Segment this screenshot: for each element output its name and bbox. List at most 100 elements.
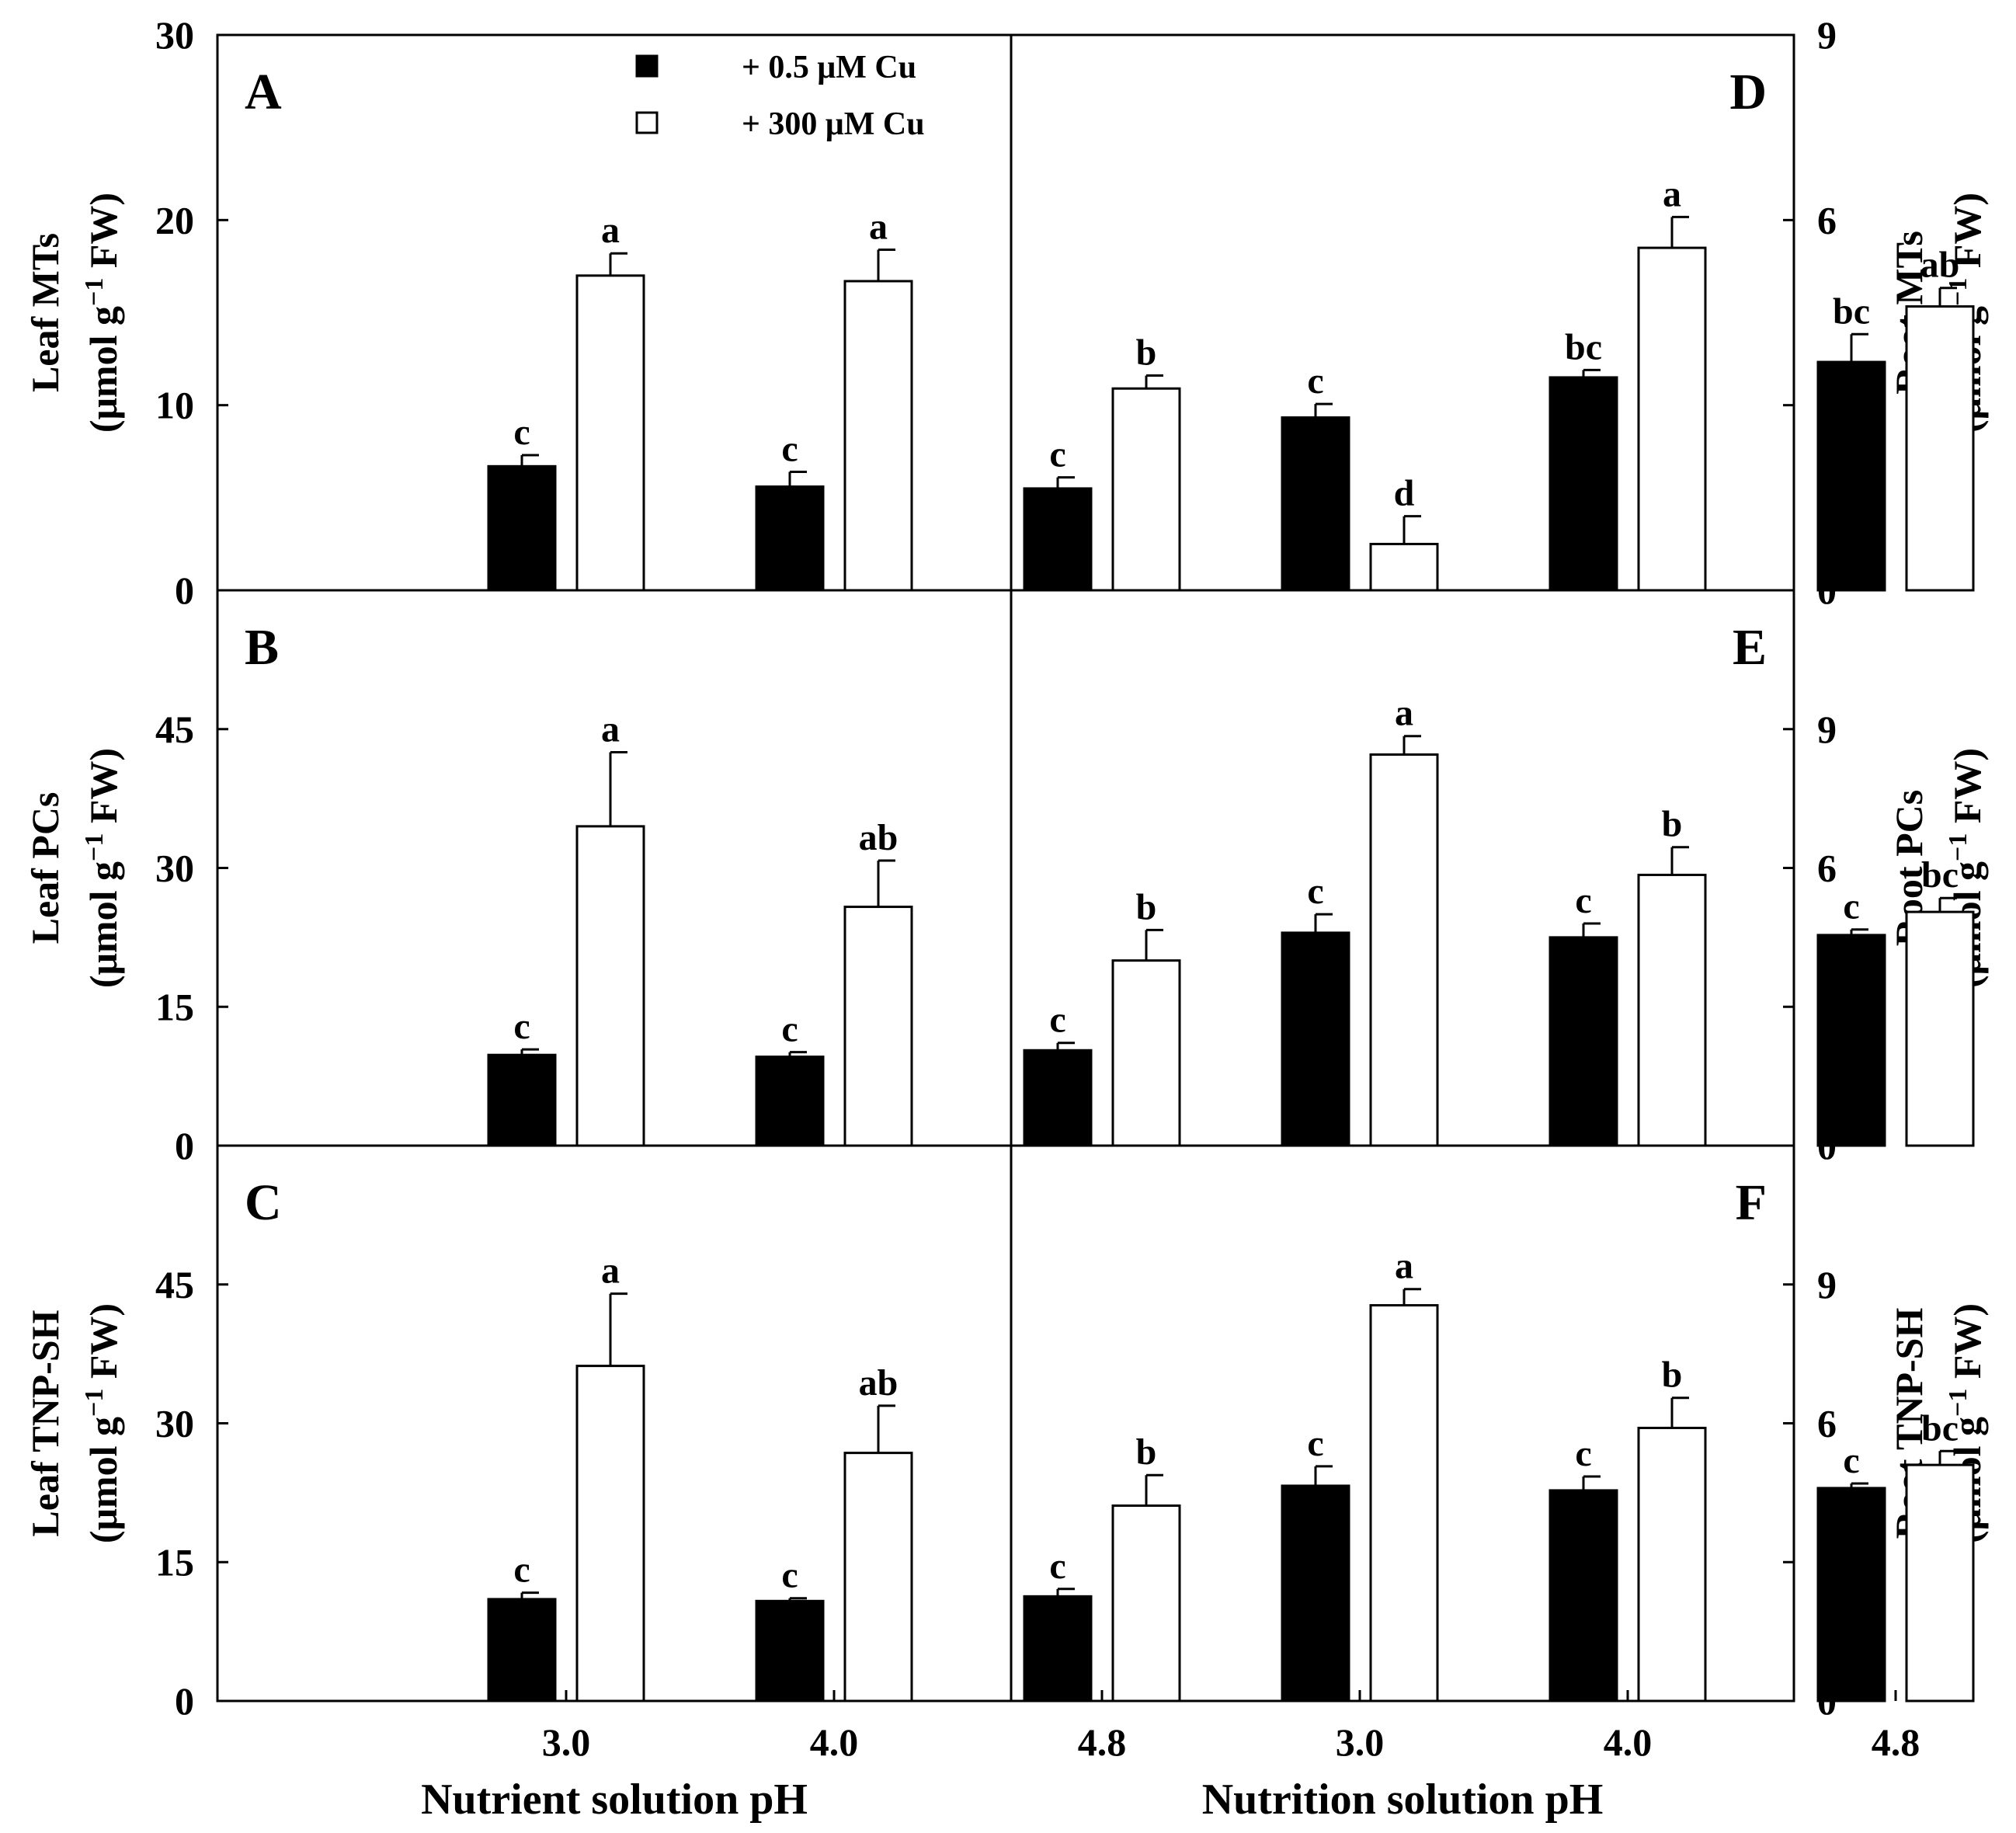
bar	[755, 1056, 825, 1147]
significance-letter: c	[513, 1006, 530, 1047]
significance-letter: b	[1662, 804, 1683, 845]
significance-letter: a	[1663, 173, 1681, 214]
significance-letter: ab	[859, 1362, 899, 1403]
significance-letter: b	[1136, 332, 1157, 374]
bar	[1023, 1049, 1093, 1147]
bar	[487, 1053, 557, 1147]
panel-b: 0 15 30 45 B Leaf PCs (μmol g−1 FW) c a c ab c b	[23, 619, 1181, 1167]
y-tick-label-b: 0	[175, 1124, 194, 1167]
bar	[487, 464, 557, 592]
y-axis-title-b: Leaf PCs	[23, 792, 67, 944]
bar	[1281, 931, 1350, 1147]
x-axis-title-left: Nutrient solution pH	[421, 1776, 808, 1824]
y-tick-label-a: 10	[155, 384, 194, 427]
y-axis-title-c: Leaf TNP-SH	[23, 1310, 67, 1536]
bar	[1369, 1304, 1439, 1703]
bar	[1281, 416, 1350, 592]
significance-letter: d	[1394, 473, 1415, 514]
bar	[1369, 753, 1439, 1147]
bar	[1548, 376, 1618, 592]
y-tick-label-c: 15	[155, 1540, 194, 1584]
significance-letter: c	[1049, 1546, 1065, 1587]
panel-f: 0369FRoot TNP-SH(μmol g−1 FW)ca3.0cb4.0c…	[1281, 1174, 1989, 1764]
significance-letter: c	[513, 1550, 530, 1591]
bar	[1111, 1504, 1181, 1703]
y-axis-unit-a: (μmol g−1 FW)	[80, 193, 125, 433]
y-tick-label-a: 20	[155, 198, 194, 242]
significance-letter: a	[1395, 693, 1413, 734]
y-axis-unit-c: (μmol g−1 FW)	[80, 1303, 125, 1543]
y-tick-label-a: 0	[175, 569, 194, 612]
y-tick-label-d: 6	[1817, 198, 1837, 242]
significance-letter: b	[1136, 886, 1157, 927]
bar	[843, 280, 913, 592]
y-tick-label-a: 30	[155, 13, 194, 57]
legend-label-high-cu: + 300 μM Cu	[742, 106, 925, 142]
bar	[1111, 387, 1181, 592]
significance-letter: a	[601, 210, 620, 251]
bar	[1816, 1487, 1886, 1703]
legend: + 0.5 μM Cu + 300 μM Cu	[635, 50, 925, 142]
panel-letter-f: F	[1736, 1174, 1767, 1231]
outer-frame	[216, 33, 1795, 1703]
x-tick-label: 3.0	[542, 1720, 591, 1764]
significance-letter: c	[1843, 886, 1859, 927]
y-tick-label-c: 45	[155, 1263, 194, 1306]
y-tick-label-b: 15	[155, 985, 194, 1028]
significance-letter: ab	[859, 817, 899, 858]
bar	[843, 906, 913, 1147]
bar	[1816, 934, 1886, 1147]
significance-letter: c	[513, 412, 530, 453]
y-tick-label-b: 45	[155, 708, 194, 751]
panel-letter-a: A	[245, 64, 282, 120]
panel-c: 0 15 30 45 C Leaf TNP-SH (μmol g−1 FW) c a 3.0 c ab…	[23, 1174, 1181, 1764]
y-axis-title-a: Leaf MTs	[23, 233, 67, 392]
significance-letter: bc	[1565, 326, 1602, 367]
significance-letter: b	[1136, 1431, 1157, 1473]
bar	[1023, 487, 1093, 592]
bar	[755, 485, 825, 592]
y-tick-label-e: 6	[1817, 847, 1837, 890]
significance-letter: c	[781, 428, 798, 469]
y-tick-label-c: 0	[175, 1679, 194, 1723]
legend-swatch-low-cu	[635, 54, 659, 78]
bar	[1905, 1463, 1975, 1703]
panel-letter-b: B	[245, 619, 279, 676]
bar	[575, 274, 645, 592]
x-axis-title-right: Nutrition solution pH	[1202, 1776, 1604, 1824]
significance-letter: c	[1575, 880, 1591, 921]
panel-a: 0 10 20 30 A Leaf MTs (μmol g−1 FW) c a c a c b	[23, 13, 1181, 612]
bar	[1548, 936, 1618, 1147]
significance-letter: c	[1049, 1000, 1065, 1041]
bar	[1816, 360, 1886, 592]
bar	[1637, 246, 1707, 592]
significance-letter: c	[1307, 360, 1323, 402]
significance-letter: c	[1843, 1440, 1859, 1481]
x-tick-label: 4.0	[1604, 1720, 1653, 1764]
panel-letter-d: D	[1729, 64, 1767, 120]
bar	[1111, 959, 1181, 1147]
significance-letter: ab	[1920, 245, 1960, 286]
bar	[1281, 1484, 1350, 1703]
figure-frame	[216, 33, 1795, 1703]
significance-letter: c	[781, 1555, 798, 1596]
legend-swatch-high-cu	[635, 111, 659, 134]
significance-letter: c	[1307, 1423, 1323, 1464]
significance-letter: c	[1307, 871, 1323, 912]
bar	[1548, 1489, 1618, 1703]
bar	[575, 1365, 645, 1703]
significance-letter: bc	[1833, 290, 1870, 332]
significance-letter: c	[781, 1009, 798, 1050]
y-tick-label-f: 9	[1817, 1263, 1837, 1306]
significance-letter: a	[869, 206, 888, 247]
x-tick-label: 4.0	[810, 1720, 859, 1764]
y-tick-label-e: 9	[1817, 708, 1837, 751]
y-axis-unit-e: (μmol g−1 FW)	[1944, 748, 1989, 988]
significance-letter: a	[601, 1250, 620, 1292]
bar	[1905, 910, 1975, 1147]
x-tick-label: 4.8	[1872, 1720, 1920, 1764]
significance-letter: bc	[1921, 1407, 1959, 1449]
bar	[1905, 305, 1975, 592]
